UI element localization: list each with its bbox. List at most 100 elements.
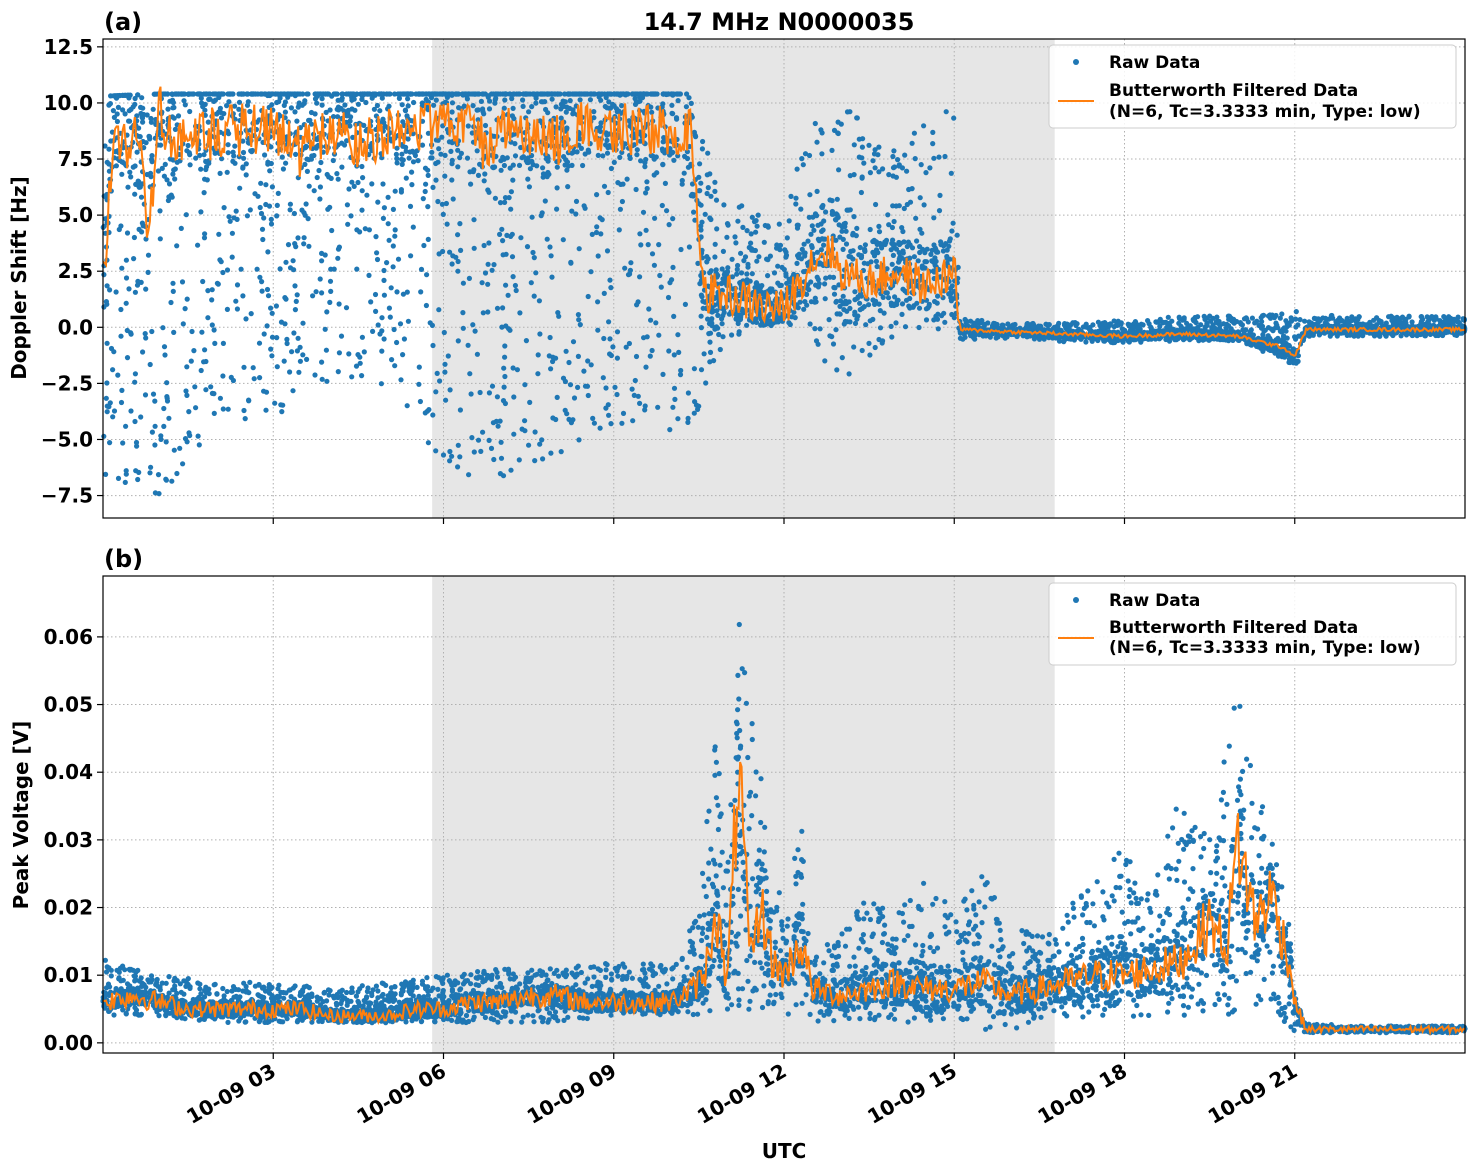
raw-data-point — [283, 160, 289, 166]
raw-data-point — [671, 352, 677, 358]
raw-data-point — [646, 306, 652, 312]
raw-data-point — [161, 423, 167, 429]
raw-data-point — [1202, 316, 1208, 322]
raw-data-point — [185, 142, 191, 149]
raw-data-point — [212, 150, 218, 156]
raw-data-point — [404, 403, 410, 409]
raw-data-point — [674, 91, 680, 97]
raw-data-point — [614, 329, 621, 335]
raw-data-point — [351, 96, 357, 102]
raw-data-point — [448, 148, 454, 154]
raw-data-point — [904, 168, 910, 174]
raw-data-point — [369, 181, 375, 187]
raw-data-point — [911, 254, 918, 260]
raw-data-point — [316, 167, 322, 174]
raw-data-point — [439, 201, 445, 207]
raw-data-point — [203, 387, 209, 393]
raw-data-point — [605, 189, 611, 196]
raw-data-point — [720, 313, 726, 319]
raw-data-point — [313, 289, 319, 295]
raw-data-point — [525, 176, 531, 182]
raw-data-point — [470, 322, 476, 328]
raw-data-point — [571, 395, 578, 401]
raw-data-point — [447, 249, 453, 255]
raw-data-point — [359, 163, 365, 170]
raw-data-point — [748, 240, 754, 246]
raw-data-point — [136, 226, 142, 232]
raw-data-point — [434, 370, 440, 376]
raw-data-point — [895, 157, 901, 163]
raw-data-point — [502, 373, 508, 380]
raw-data-point — [472, 328, 478, 334]
raw-data-point — [603, 94, 609, 101]
raw-data-point — [392, 233, 398, 239]
raw-data-point — [949, 311, 955, 318]
raw-data-point — [423, 96, 429, 102]
raw-data-point — [161, 405, 167, 412]
raw-data-point — [450, 196, 456, 202]
raw-data-point — [226, 99, 232, 105]
raw-data-point — [1283, 318, 1289, 324]
raw-data-point — [152, 398, 158, 404]
raw-data-point — [641, 335, 647, 341]
raw-data-point — [125, 184, 131, 190]
raw-data-point — [482, 270, 489, 276]
raw-data-point — [182, 91, 188, 97]
raw-data-point — [902, 152, 908, 158]
raw-data-point — [577, 322, 583, 328]
raw-data-point — [269, 310, 275, 316]
raw-data-point — [947, 285, 954, 292]
raw-data-point — [656, 242, 662, 248]
raw-data-point — [556, 313, 562, 319]
raw-data-point — [510, 177, 516, 183]
raw-data-point — [216, 231, 222, 237]
raw-data-point — [378, 91, 384, 97]
raw-data-point — [113, 289, 119, 295]
raw-data-point — [435, 198, 441, 205]
raw-data-point — [345, 221, 351, 227]
raw-data-point — [195, 91, 202, 97]
raw-data-point — [611, 159, 617, 165]
raw-data-point — [795, 222, 801, 228]
raw-data-point — [907, 242, 913, 248]
raw-data-point — [346, 186, 352, 192]
raw-data-point — [1371, 317, 1377, 323]
raw-data-point — [494, 394, 500, 400]
raw-data-point — [224, 306, 230, 312]
raw-data-point — [224, 267, 231, 273]
raw-data-point — [711, 358, 717, 364]
raw-data-point — [576, 437, 582, 443]
raw-data-point — [870, 250, 876, 256]
raw-data-point — [930, 141, 936, 147]
raw-data-point — [502, 343, 508, 349]
raw-data-point — [729, 256, 735, 262]
raw-data-point — [670, 216, 676, 222]
raw-data-point — [562, 407, 568, 413]
raw-data-point — [740, 224, 746, 230]
raw-data-point — [254, 266, 260, 272]
raw-data-point — [921, 123, 927, 129]
raw-data-point — [782, 247, 788, 253]
raw-data-point — [310, 293, 316, 299]
raw-data-point — [240, 149, 247, 156]
raw-data-point — [930, 129, 936, 135]
raw-data-point — [262, 152, 268, 158]
raw-data-point — [512, 141, 518, 147]
raw-data-point — [477, 389, 483, 396]
raw-data-point — [247, 207, 253, 213]
raw-data-point — [819, 204, 825, 211]
raw-data-point — [608, 165, 615, 172]
raw-data-point — [649, 347, 655, 354]
raw-data-point — [148, 156, 155, 162]
raw-data-point — [284, 340, 290, 347]
raw-data-point — [251, 91, 257, 97]
raw-data-point — [498, 455, 505, 461]
raw-data-point — [180, 321, 186, 327]
raw-data-point — [554, 394, 560, 400]
raw-data-point — [465, 342, 471, 348]
raw-data-point — [548, 366, 554, 372]
raw-data-point — [265, 249, 271, 255]
raw-data-point — [534, 163, 540, 169]
raw-data-point — [139, 220, 145, 226]
raw-data-point — [1261, 312, 1267, 318]
